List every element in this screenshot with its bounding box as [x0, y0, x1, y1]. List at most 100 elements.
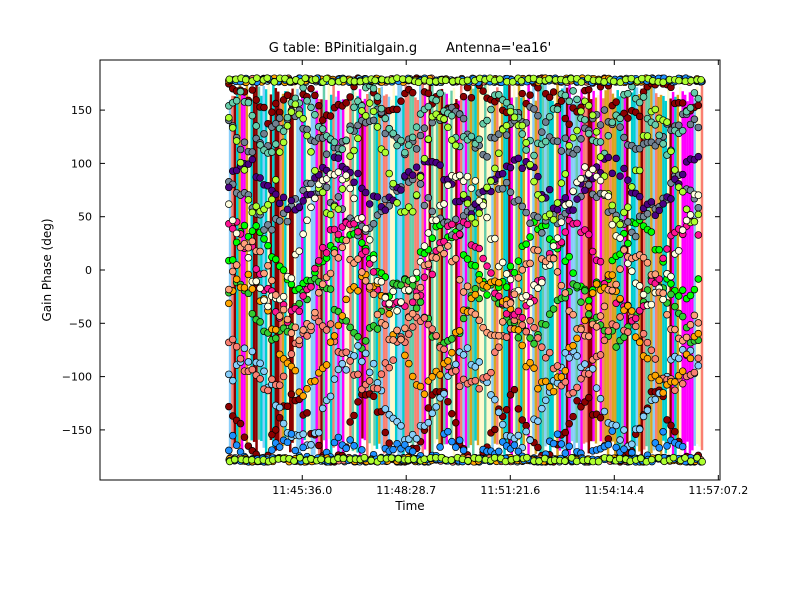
data-point [545, 348, 554, 357]
data-point [299, 115, 307, 123]
vertical-bar [455, 99, 458, 445]
vertical-bar [337, 90, 340, 460]
data-point [295, 203, 303, 211]
data-point [228, 431, 237, 440]
data-point [596, 312, 605, 320]
data-point [334, 168, 343, 176]
data-point [631, 333, 640, 341]
data-point [334, 254, 343, 262]
data-point [350, 352, 358, 360]
data-point [596, 351, 605, 359]
data-point [495, 149, 503, 157]
vertical-bar [527, 83, 530, 458]
data-point [436, 443, 444, 451]
data-point [253, 74, 261, 82]
data-point [428, 234, 437, 242]
data-point [628, 267, 636, 275]
data-point [651, 439, 660, 447]
data-point [315, 441, 323, 450]
data-point [538, 194, 546, 203]
data-point [569, 133, 577, 142]
data-point [362, 112, 370, 120]
data-point [612, 322, 620, 330]
data-point [342, 317, 350, 325]
data-point [339, 454, 348, 463]
data-point [369, 116, 378, 125]
data-point [541, 396, 550, 405]
data-point [373, 93, 382, 101]
data-point [377, 277, 386, 286]
data-point [502, 310, 511, 318]
data-point [263, 74, 271, 82]
data-point [518, 121, 527, 130]
data-point [455, 171, 464, 180]
data-point [690, 311, 699, 320]
data-point [272, 326, 280, 334]
data-point [326, 392, 335, 401]
data-point [496, 75, 504, 83]
data-point [365, 377, 374, 385]
data-point [483, 213, 491, 222]
vertical-bar [537, 80, 540, 450]
data-point [557, 440, 566, 448]
data-point [541, 118, 550, 126]
vertical-bar [681, 91, 684, 447]
data-point [350, 146, 358, 155]
data-point [596, 176, 605, 185]
data-point [346, 418, 354, 426]
vertical-bar [303, 83, 306, 441]
data-point [541, 321, 550, 329]
data-point [491, 164, 499, 173]
vertical-bar [520, 97, 523, 451]
vertical-bar [691, 92, 694, 451]
data-point [291, 323, 300, 332]
data-point [451, 255, 460, 263]
data-point [549, 215, 558, 224]
data-point [393, 105, 401, 114]
data-point [635, 425, 644, 434]
data-point [608, 118, 617, 127]
data-point [479, 254, 487, 263]
data-point [385, 310, 393, 318]
data-point [322, 249, 331, 257]
data-point [275, 403, 284, 412]
data-point [394, 455, 403, 463]
data-point [248, 227, 257, 235]
data-point [654, 454, 663, 462]
data-point [377, 104, 386, 113]
data-point [510, 441, 519, 449]
data-point [420, 124, 429, 132]
data-point [283, 217, 292, 226]
data-point [291, 366, 300, 375]
data-point [577, 325, 585, 334]
data-point [518, 130, 527, 138]
data-point [342, 99, 350, 107]
data-point [350, 411, 358, 420]
data-point [369, 220, 378, 228]
data-point [405, 141, 413, 149]
data-point [432, 96, 440, 105]
vertical-bar [457, 100, 461, 443]
data-point [299, 443, 307, 452]
data-point [612, 215, 620, 224]
data-point [299, 292, 307, 300]
data-point [455, 230, 464, 239]
data-point [373, 123, 382, 131]
data-point [346, 184, 354, 193]
data-point [663, 118, 671, 126]
vertical-bar [667, 81, 670, 458]
vertical-bar [380, 86, 384, 449]
vertical-bar [635, 87, 639, 447]
vertical-bar [346, 96, 350, 451]
vertical-bar [452, 87, 456, 459]
data-point [686, 211, 695, 219]
data-point [334, 321, 343, 330]
data-point [585, 181, 593, 189]
data-point [573, 282, 581, 290]
data-point [526, 259, 534, 268]
data-point [440, 249, 448, 258]
data-point [459, 314, 468, 323]
data-point [358, 107, 366, 115]
data-point [225, 183, 233, 192]
data-point [526, 219, 534, 228]
